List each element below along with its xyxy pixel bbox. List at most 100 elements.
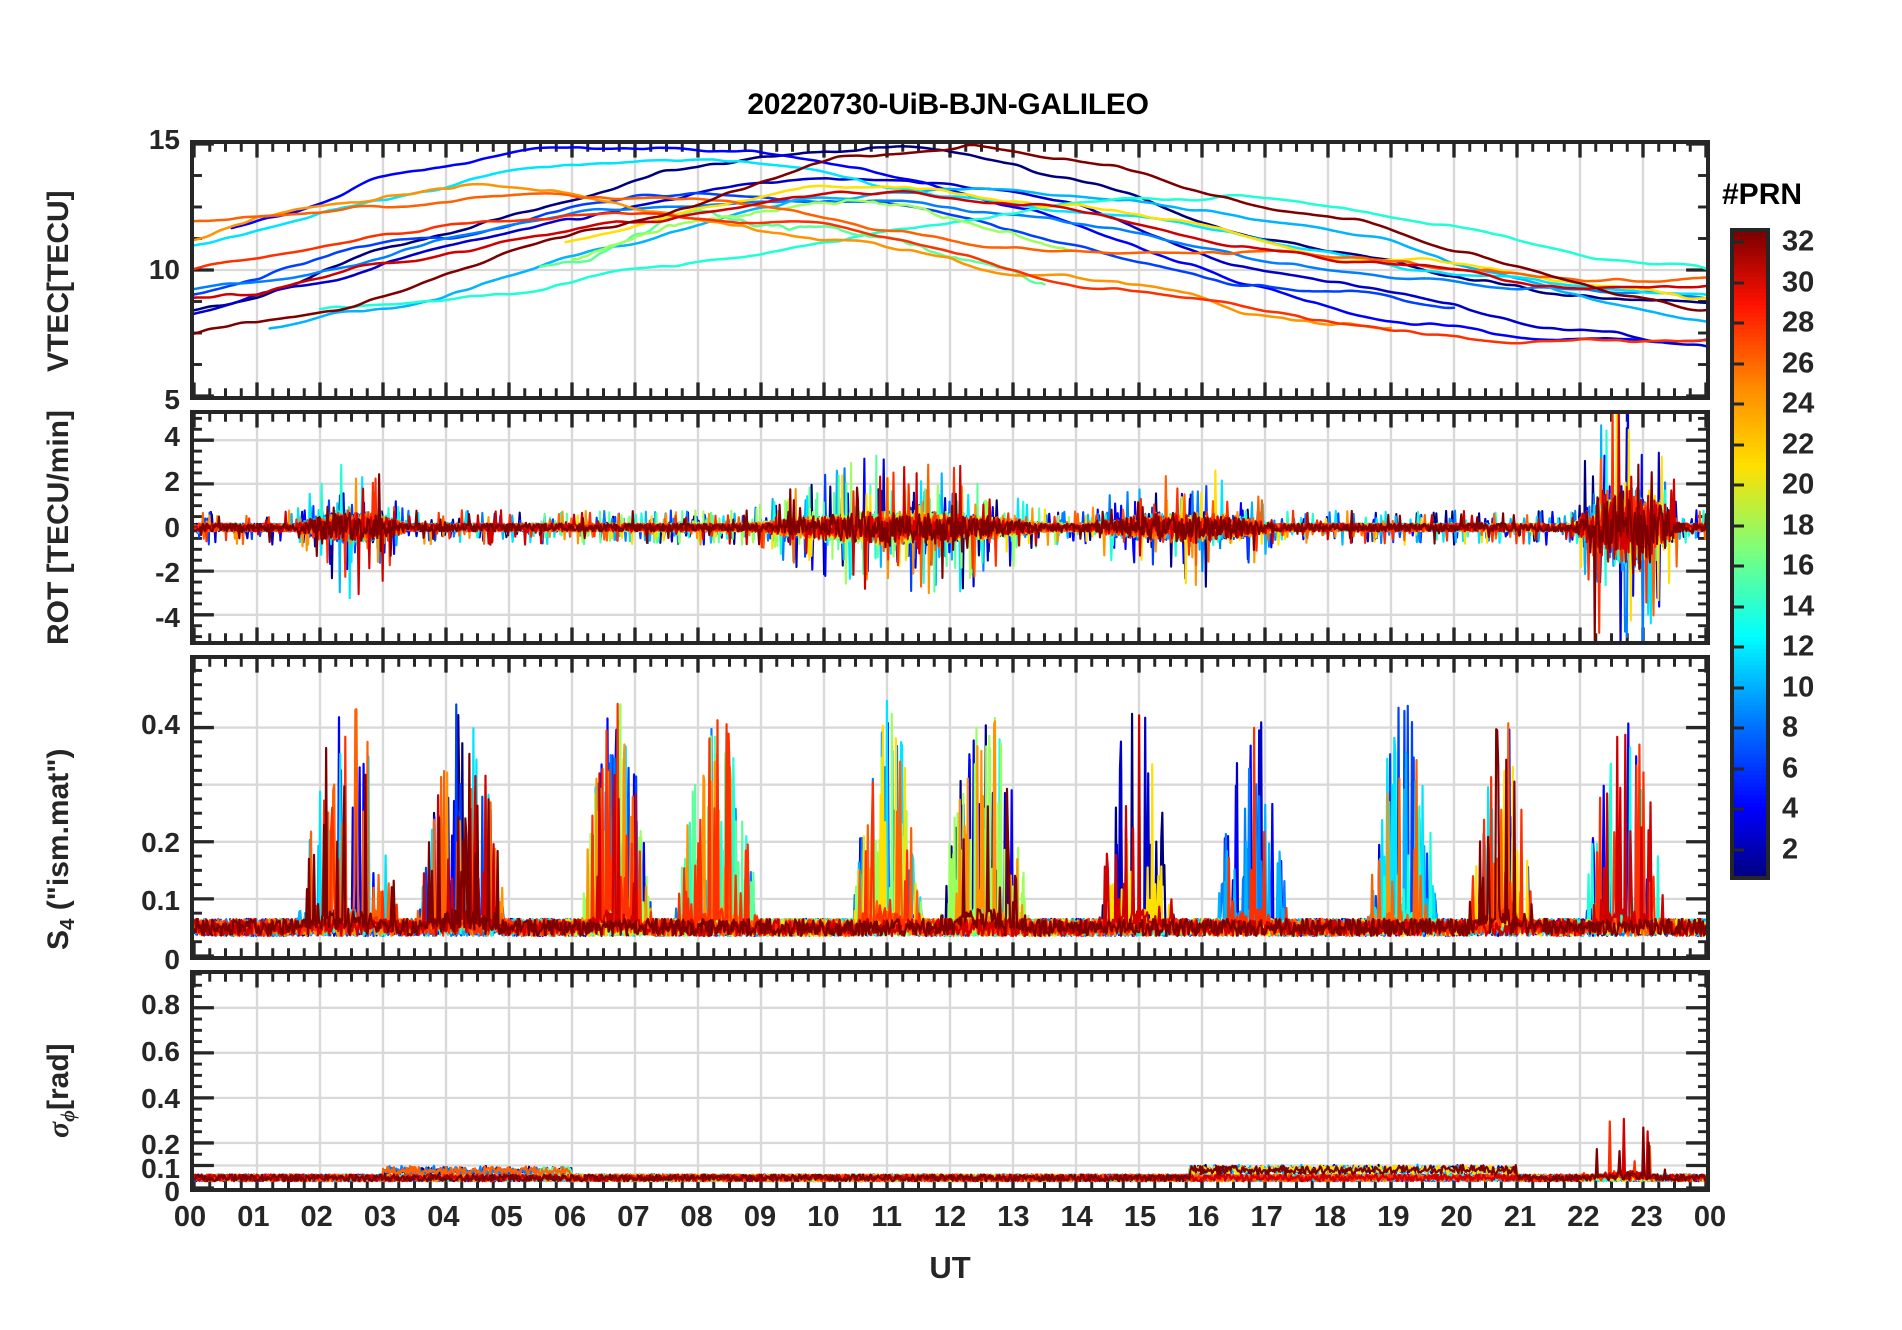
colorbar-tick-6: [1730, 767, 1744, 771]
figure-title-text: 20220730-UiB-BJN-GALILEO: [747, 88, 1149, 121]
colorbar-tick-16: [1730, 564, 1744, 568]
colorbar-label-18: 18: [1782, 509, 1815, 542]
xtick-label-00-24: 00: [1693, 1201, 1727, 1233]
vtec-series-prn-27: [194, 211, 1706, 345]
sigma-phi-axis-title: σϕ[rad]: [42, 1043, 80, 1138]
xtick-label-21-21: 21: [1503, 1201, 1537, 1233]
xtick-label-10-10: 10: [807, 1201, 840, 1233]
xtick-label-23-23: 23: [1630, 1201, 1663, 1233]
xtick-label-08-8: 08: [680, 1201, 713, 1233]
colorbar-tick-24: [1730, 402, 1744, 406]
vtec-series-prn-7: [194, 199, 1706, 300]
ytick-label-rot: 2: [164, 466, 180, 498]
rot-series-prn-32: [194, 463, 1706, 641]
colorbar-tick-4: [1730, 807, 1744, 811]
ytick-label-sigphi: 0.1: [141, 1152, 180, 1184]
ytick-label-s4: 0.1: [141, 885, 180, 917]
xtick-label-18-18: 18: [1313, 1201, 1347, 1233]
colorbar-label-30: 30: [1782, 266, 1815, 299]
colorbar-label-22: 22: [1782, 428, 1815, 461]
colorbar-label-16: 16: [1782, 549, 1815, 582]
colorbar-label-2: 2: [1782, 833, 1799, 866]
colorbar: [1730, 228, 1770, 880]
colorbar-tick-18: [1730, 524, 1744, 528]
colorbar-tick-8: [1730, 726, 1744, 730]
sigma-glyph: σ: [42, 1121, 75, 1138]
xtick-label-16-16: 16: [1187, 1201, 1220, 1233]
ytick-label-sigphi: 0.8: [141, 989, 180, 1021]
ytick-label-s4: 0.4: [141, 709, 180, 741]
colorbar-label-26: 26: [1782, 347, 1815, 380]
page-title: 20220730-UiB-BJN-GALILEO: [0, 88, 1902, 122]
xtick-label-01-1: 01: [237, 1201, 270, 1233]
xtick-label-14-14: 14: [1060, 1201, 1093, 1233]
xtick-label-07-7: 07: [617, 1201, 650, 1233]
vtec-series-prn-24: [194, 182, 1393, 330]
s4-axis-title: S4 ("ism.mat"): [42, 748, 80, 950]
colorbar-label-12: 12: [1782, 630, 1815, 663]
panel-rot: [190, 410, 1710, 645]
ytick-label-rot: 4: [164, 421, 180, 453]
colorbar-label-8: 8: [1782, 711, 1799, 744]
s4-subscript: 4: [57, 918, 80, 930]
colorbar-tick-22: [1730, 443, 1744, 447]
vtec-axis-title: VTEC[TECU]: [42, 190, 75, 372]
phi-glyph: ϕ: [57, 1110, 80, 1122]
vtec-series-prn-9: [268, 187, 1706, 330]
panel-vtec: [190, 140, 1710, 400]
xtick-label-05-5: 05: [490, 1201, 523, 1233]
xtick-label-11-11: 11: [871, 1201, 902, 1233]
rot-plot-area: [194, 414, 1706, 641]
colorbar-label-28: 28: [1782, 306, 1815, 339]
s4-plot-area: [194, 659, 1706, 956]
xtick-label-09-9: 09: [743, 1201, 777, 1233]
xtick-label-03-3: 03: [363, 1201, 397, 1233]
colorbar-label-14: 14: [1782, 590, 1815, 623]
ytick-label-rot: 0: [164, 511, 180, 543]
colorbar-gradient: [1734, 232, 1766, 876]
ytick-label-sigphi: 0: [164, 1176, 180, 1207]
xtick-label-22-22: 22: [1567, 1201, 1600, 1233]
rot-axis-title: ROT [TECU/min]: [42, 410, 75, 645]
colorbar-tick-28: [1730, 321, 1744, 325]
ytick-label-vtec: 15: [148, 124, 180, 155]
xtick-label-06-6: 06: [553, 1201, 587, 1233]
ytick-label-sigphi: 0.6: [141, 1035, 180, 1067]
colorbar-label-10: 10: [1782, 671, 1815, 704]
xtick-label-00-0: 00: [173, 1201, 207, 1233]
vtec-series-prn-32: [194, 144, 1706, 335]
panel-sigma-phi: [190, 970, 1710, 1192]
colorbar-label-4: 4: [1782, 792, 1799, 825]
colorbar-tick-10: [1730, 686, 1744, 690]
ytick-label-s4: 0: [164, 944, 180, 975]
colorbar-label-20: 20: [1782, 468, 1815, 501]
colorbar-tick-14: [1730, 605, 1744, 609]
colorbar-label-6: 6: [1782, 752, 1799, 785]
xtick-label-12-12: 12: [933, 1201, 967, 1233]
colorbar-label-32: 32: [1782, 225, 1815, 258]
ytick-label-vtec: 5: [164, 384, 180, 415]
ytick-label-sigphi: 0.2: [141, 1129, 180, 1161]
vtec-series-prn-2: [194, 177, 1706, 348]
ytick-label-s4: 0.2: [141, 826, 180, 858]
colorbar-label-24: 24: [1782, 387, 1815, 420]
s4-series-prn-32: [194, 728, 1706, 938]
xtick-label-17-17: 17: [1250, 1201, 1283, 1233]
vtec-series-prn-13: [318, 193, 1706, 311]
ytick-label-sigphi: 0.4: [141, 1082, 180, 1114]
vtec-series-prn-1: [194, 145, 1706, 312]
vtec-series-prn-18: [570, 198, 1078, 261]
xtick-label-20-20: 20: [1440, 1201, 1473, 1233]
colorbar-tick-20: [1730, 483, 1744, 487]
xtick-label-19-19: 19: [1377, 1201, 1410, 1233]
xtick-label-02-2: 02: [300, 1201, 333, 1233]
vtec-series-prn-30: [194, 190, 1706, 299]
vtec-plot-area: [194, 144, 1706, 396]
colorbar-tick-30: [1730, 281, 1744, 285]
colorbar-tick-32: [1730, 240, 1744, 244]
colorbar-tick-12: [1730, 645, 1744, 649]
xtick-label-15-15: 15: [1123, 1201, 1157, 1233]
xtick-label-13-13: 13: [997, 1201, 1030, 1233]
colorbar-tick-26: [1730, 362, 1744, 366]
